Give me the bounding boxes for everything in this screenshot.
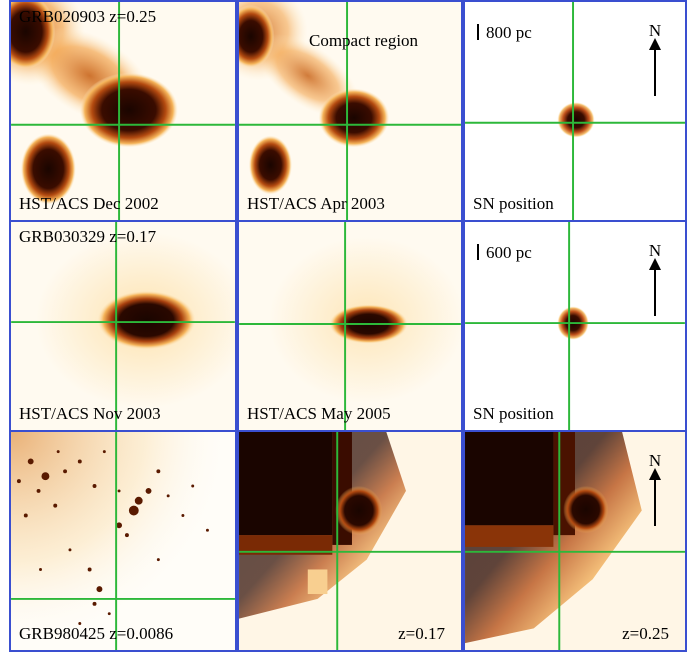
image-z017 — [239, 432, 461, 650]
panel-caption: HST/ACS Apr 2003 — [247, 194, 385, 213]
north-arrow-icon — [649, 468, 661, 526]
panel-sn-position-1: 800 pc N SN position — [463, 0, 687, 222]
panel-title: GRB020903 z=0.25 — [19, 7, 157, 26]
north-label: N — [648, 21, 662, 40]
panel-title: Compact region — [309, 31, 419, 50]
scale-bar-label: 800 pc — [477, 24, 532, 41]
north-arrow-icon — [649, 258, 661, 316]
panel-caption: HST/ACS Dec 2002 — [19, 194, 159, 213]
panel-z025: N z=0.25 — [463, 430, 687, 652]
image-grb020903-apr2003 — [239, 2, 461, 220]
panel-caption: HST/ACS May 2005 — [247, 404, 391, 423]
image-grb980425 — [11, 432, 235, 650]
north-label: N — [648, 451, 662, 470]
panel-grb980425: GRB980425 z=0.0086 — [9, 430, 237, 652]
image-grb030329-nov2003 — [11, 222, 235, 430]
panel-caption: GRB980425 z=0.0086 — [19, 624, 174, 643]
north-label: N — [648, 241, 662, 260]
panel-grb030329-may2005: HST/ACS May 2005 — [237, 220, 463, 432]
north-arrow-icon — [649, 38, 661, 96]
image-grb030329-may2005 — [239, 222, 461, 430]
panel-grb020903-apr2003: Compact region HST/ACS Apr 2003 — [237, 0, 463, 222]
panel-caption: z=0.25 — [622, 624, 669, 643]
panel-sn-position-2: 600 pc N SN position — [463, 220, 687, 432]
panel-grb020903-dec2002: GRB020903 z=0.25 HST/ACS Dec 2002 — [9, 0, 237, 222]
panel-title: GRB030329 z=0.17 — [19, 227, 157, 246]
panel-grb030329-nov2003: GRB030329 z=0.17 HST/ACS Nov 2003 — [9, 220, 237, 432]
north-indicator: N — [645, 452, 665, 532]
north-indicator: N — [645, 242, 665, 322]
panel-caption: SN position — [473, 194, 554, 213]
north-indicator: N — [645, 22, 665, 102]
panel-caption: HST/ACS Nov 2003 — [19, 404, 161, 423]
image-z025 — [465, 432, 685, 650]
scale-bar-label: 600 pc — [477, 244, 532, 261]
panel-caption: z=0.17 — [398, 624, 445, 643]
panel-z017: z=0.17 — [237, 430, 463, 652]
image-grb020903-dec2002 — [11, 2, 235, 220]
panel-caption: SN position — [473, 404, 554, 423]
